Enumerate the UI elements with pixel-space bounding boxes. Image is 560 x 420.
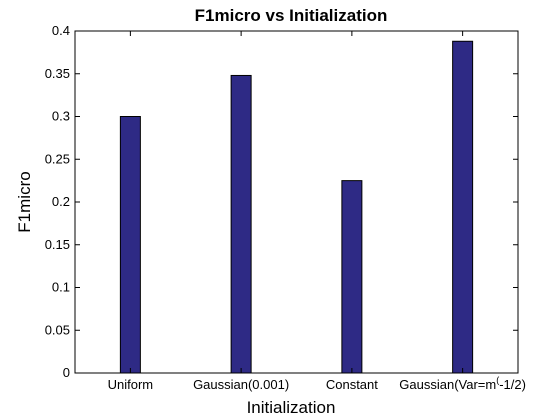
y-tick-label: 0.2 — [52, 194, 70, 209]
x-tick-label: Gaussian(0.001) — [193, 377, 289, 392]
bar — [230, 74, 252, 374]
y-tick-label: 0.35 — [45, 66, 70, 81]
bar — [452, 40, 474, 374]
x-tick-label: Constant — [326, 377, 378, 392]
y-tick-label: 0.4 — [52, 23, 70, 38]
chart-title: F1micro vs Initialization — [195, 6, 388, 25]
y-tick-label: 0.3 — [52, 109, 70, 124]
y-tick-label: 0.25 — [45, 151, 70, 166]
y-tick-label: 0.15 — [45, 237, 70, 252]
x-tick-label: Gaussian(Var=m(-1/2) — [399, 375, 526, 392]
x-axis-label: Initialization — [247, 398, 336, 417]
axes-box — [74, 30, 519, 374]
plot-area: 0 0.05 0.1 0.15 0.2 0.25 0.3 0.35 0.4 Uniform Gaus… — [45, 23, 526, 392]
x-tick-label: Uniform — [108, 377, 154, 392]
y-tick-label: 0 — [63, 365, 70, 380]
y-tick-label: 0.05 — [45, 322, 70, 337]
y-tick-label: 0.1 — [52, 280, 70, 295]
bar — [119, 116, 141, 374]
y-axis-label: F1micro — [15, 171, 34, 232]
bar — [341, 180, 363, 374]
